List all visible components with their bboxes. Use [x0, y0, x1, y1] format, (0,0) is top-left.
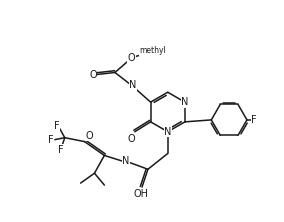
- Text: N: N: [129, 80, 136, 90]
- Text: F: F: [58, 145, 64, 155]
- Text: F: F: [251, 115, 257, 125]
- Text: O: O: [86, 131, 93, 141]
- Text: F: F: [48, 135, 54, 145]
- Text: F: F: [54, 121, 60, 131]
- Text: OH: OH: [133, 189, 149, 199]
- Text: methyl: methyl: [139, 46, 166, 55]
- Text: O: O: [128, 53, 135, 63]
- Text: O: O: [128, 134, 135, 144]
- Text: N: N: [181, 97, 189, 107]
- Text: N: N: [164, 127, 172, 137]
- Text: O: O: [89, 70, 97, 80]
- Text: N: N: [122, 156, 130, 166]
